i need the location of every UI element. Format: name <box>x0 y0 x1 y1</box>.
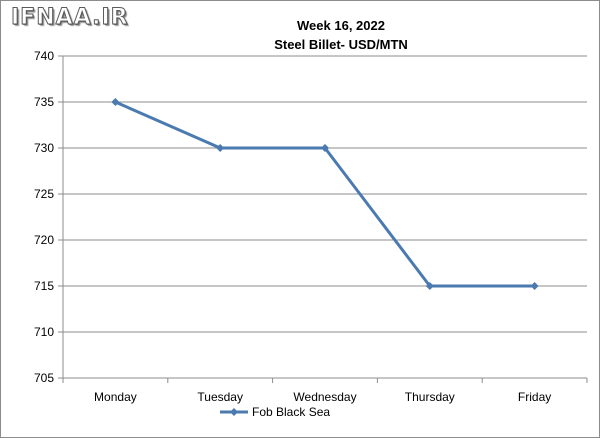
data-point-marker <box>425 282 434 290</box>
y-tick-label: 705 <box>34 371 54 385</box>
x-tick-label: Monday <box>94 390 137 404</box>
y-tick-label: 725 <box>34 187 54 201</box>
chart-title: Week 16, 2022 <box>297 18 385 33</box>
data-point-marker <box>216 144 225 152</box>
y-tick-label: 730 <box>34 141 54 155</box>
legend-label: Fob Black Sea <box>252 405 330 419</box>
y-tick-label: 720 <box>34 233 54 247</box>
watermark-logo: IFNAA.IR <box>11 5 129 31</box>
chart-subtitle: Steel Billet- USD/MTN <box>274 37 408 52</box>
data-point-marker <box>530 282 539 290</box>
data-point-marker <box>111 98 120 106</box>
y-tick-label: 740 <box>34 49 54 63</box>
data-point-marker <box>321 144 329 152</box>
x-tick-label: Friday <box>518 390 551 404</box>
x-tick-label: Thursday <box>405 390 455 404</box>
y-tick-label: 715 <box>34 279 54 293</box>
y-tick-label: 710 <box>34 325 54 339</box>
legend-marker <box>230 408 238 416</box>
x-tick-label: Wednesday <box>293 390 356 404</box>
x-tick-label: Tuesday <box>197 390 243 404</box>
y-tick-label: 735 <box>34 95 54 109</box>
